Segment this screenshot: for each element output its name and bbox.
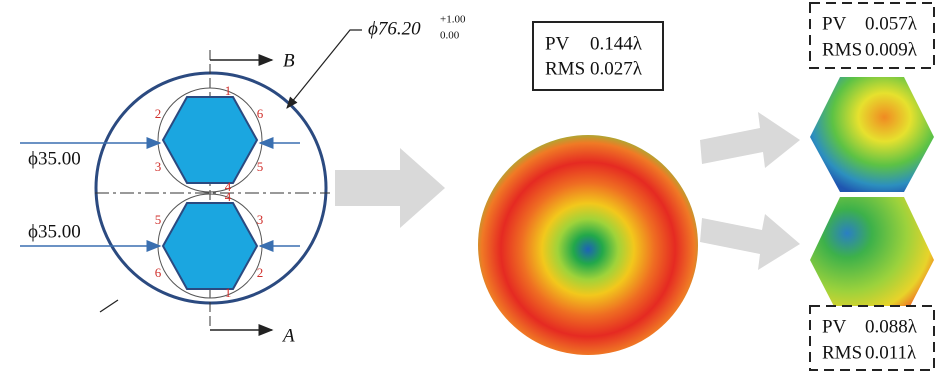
upper-tolerance: +1.00 [440,14,466,26]
hex-diameter: ϕ35.00 [28,221,81,242]
vertex-number: 6 [155,265,162,280]
flow-arrow [700,112,800,168]
pv-label: PV [822,13,847,34]
vertex-number: 1 [225,285,232,300]
section-label: A [281,325,295,346]
vertex-number: 1 [225,83,232,98]
vertex-number: 5 [257,159,264,174]
hexagon [163,97,257,183]
leader-line [287,30,362,108]
hex-diameter: ϕ35.00 [28,148,81,169]
pv-label: PV [822,316,847,337]
vertex-number: 3 [155,159,162,174]
result-box [533,22,663,90]
sub-aperture-map [810,197,934,318]
vertex-number: 3 [257,212,264,227]
outer-diameter: ϕ76.20 [368,18,421,39]
vertex-number: 5 [155,212,162,227]
rms-value: 0.011λ [865,342,917,363]
flow-arrow [335,148,445,228]
pv-value: 0.088λ [865,316,918,337]
vertex-number: 6 [257,106,264,121]
sub-aperture-map [810,77,934,192]
lower-tolerance: 0.00 [440,30,460,42]
rms-value: 0.027λ [590,58,643,79]
hexagon [163,203,257,289]
full-aperture-map [478,135,698,355]
flow-arrow [700,214,800,270]
pv-label: PV [545,33,570,54]
page: ϕ76.20 +1.00 0.00 B A ϕ35.00 ϕ35.00 1 2 3 4… [0,0,937,372]
section-label: B [283,50,295,71]
pv-value: 0.057λ [865,13,918,34]
figure: ϕ76.20 +1.00 0.00 B A ϕ35.00 ϕ35.00 1 2 3 4… [0,0,937,372]
pv-value: 0.144λ [590,33,643,54]
vertex-number: 2 [155,106,162,121]
leader-line [100,300,118,312]
rms-label: RMS [545,58,585,79]
rms-label: RMS [822,39,862,60]
vertex-number: 2 [257,265,264,280]
rms-label: RMS [822,342,862,363]
rms-value: 0.009λ [865,39,918,60]
vertex-number: 4 [225,189,232,204]
